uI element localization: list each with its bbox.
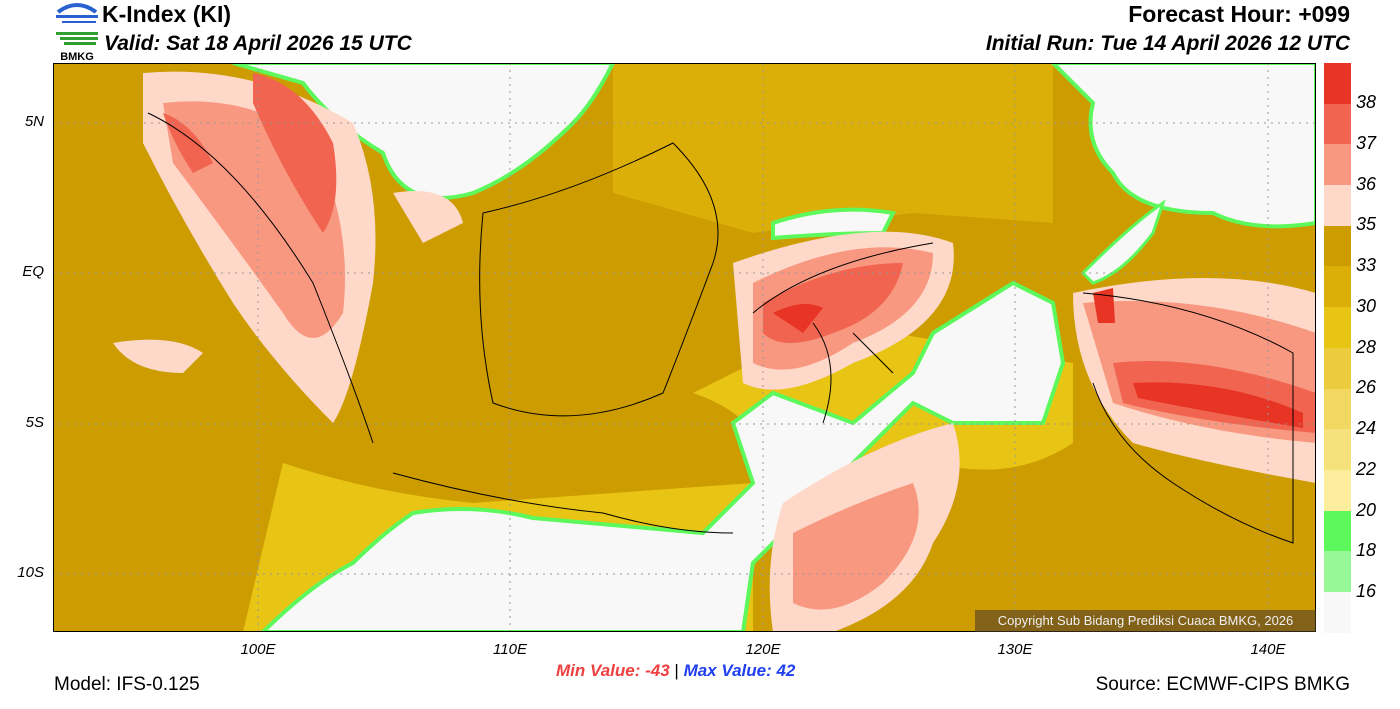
svg-text:BMKG: BMKG <box>60 51 94 62</box>
colorbar-label: 30 <box>1356 295 1377 316</box>
colorbar-segment <box>1324 225 1351 267</box>
valid-time: Valid: Sat 18 April 2026 15 UTC <box>104 32 412 55</box>
copyright-notice: Copyright Sub Bidang Prediksi Cuaca BMKG… <box>975 610 1316 632</box>
colorbar-segment <box>1324 469 1351 511</box>
colorbar-label: 20 <box>1356 499 1377 520</box>
colorbar-label: 38 <box>1356 92 1377 112</box>
colorbar-label: 18 <box>1356 540 1377 561</box>
lon-label: 100E <box>240 641 276 658</box>
lat-label: 10S <box>17 564 44 581</box>
model-name: Model: IFS-0.125 <box>54 674 200 695</box>
max-value: Max Value: 42 <box>683 661 796 680</box>
lon-label: 120E <box>745 641 781 658</box>
colorbar-segment <box>1324 429 1351 470</box>
colorbar-segment <box>1324 510 1351 552</box>
colorbar-segment <box>1324 591 1351 633</box>
colorbar-segment <box>1324 144 1351 186</box>
colorbar-segment <box>1324 347 1351 389</box>
colorbar-label: 16 <box>1356 581 1377 601</box>
colorbar-segment <box>1324 551 1351 592</box>
colorbar-label: 26 <box>1356 377 1377 398</box>
colorbar-label: 22 <box>1356 458 1377 479</box>
lon-label: 130E <box>997 641 1033 658</box>
colorbar-label: 37 <box>1356 132 1377 153</box>
colorbar-label: 28 <box>1356 336 1377 357</box>
lon-label: 140E <box>1250 641 1286 658</box>
colorbar-segment <box>1324 63 1351 104</box>
colorbar-segment <box>1324 103 1351 145</box>
min-value: Min Value: -43 <box>556 661 670 680</box>
lon-label: 110E <box>493 641 527 658</box>
min-max-values: Min Value: -43 | Max Value: 42 <box>556 661 795 681</box>
data-source: Source: ECMWF-CIPS BMKG <box>1095 674 1350 695</box>
colorbar-segment <box>1324 185 1351 226</box>
lat-label: EQ <box>22 263 44 280</box>
lat-label: 5S <box>25 414 44 431</box>
k-index-map <box>52 61 1318 637</box>
colorbar-segment <box>1324 307 1351 348</box>
separator: | <box>674 661 679 680</box>
colorbar-label: 36 <box>1356 173 1377 194</box>
colorbar-segment <box>1324 388 1351 430</box>
map-title: K-Index (KI) <box>102 1 232 27</box>
colorbar-segment <box>1324 266 1351 308</box>
initial-run: Initial Run: Tue 14 April 2026 12 UTC <box>985 32 1350 55</box>
colorbar <box>1324 63 1351 633</box>
colorbar-label: 35 <box>1356 214 1377 235</box>
forecast-hour: Forecast Hour: +099 <box>1128 1 1350 27</box>
lat-label: 5N <box>24 113 44 130</box>
colorbar-label: 33 <box>1356 255 1377 275</box>
bmkg-logo: BMKG <box>52 0 102 67</box>
colorbar-label: 24 <box>1356 418 1377 438</box>
